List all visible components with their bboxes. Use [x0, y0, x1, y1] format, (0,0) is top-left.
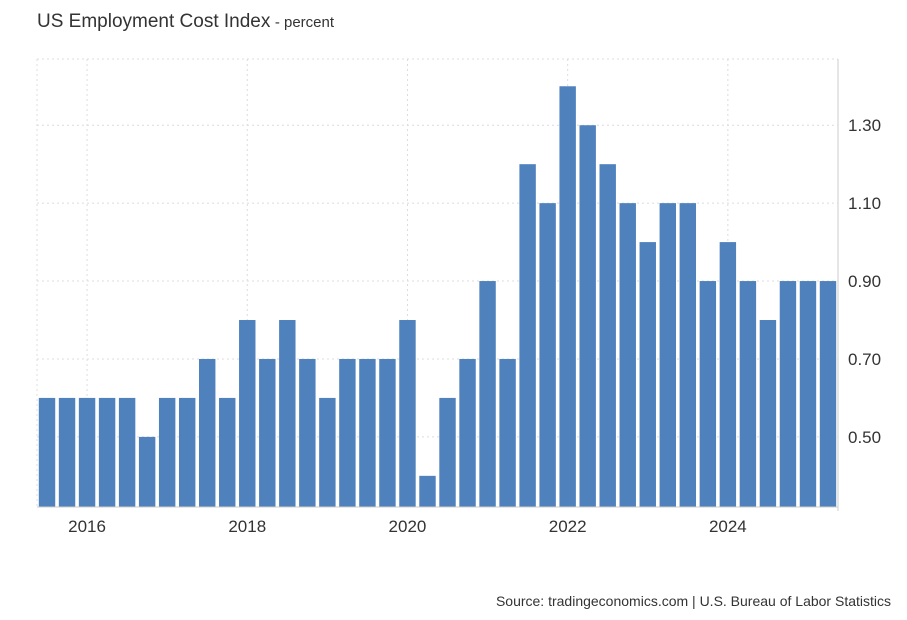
bar-2019Q4 — [379, 358, 396, 507]
bar-2021Q4 — [539, 203, 556, 507]
bar-2022Q1 — [559, 86, 576, 507]
y-tick-label: 1.10 — [848, 194, 881, 213]
bar-2017Q4 — [219, 397, 236, 507]
y-tick-label: 1.30 — [848, 116, 881, 135]
bar-2018Q2 — [259, 358, 276, 507]
chart-title: US Employment Cost Index - percent — [37, 11, 334, 33]
bar-2019Q1 — [319, 397, 336, 507]
bar-2022Q2 — [579, 125, 596, 508]
x-tick-label: 2020 — [389, 517, 427, 536]
bar-2018Q3 — [279, 320, 296, 507]
bar-2023Q1 — [639, 242, 656, 508]
bar-2020Q3 — [439, 397, 456, 507]
bar-2024Q4 — [779, 281, 797, 507]
bar-2021Q3 — [519, 164, 536, 507]
bar-2020Q2 — [419, 475, 436, 507]
bar-2015Q4 — [58, 397, 76, 507]
bar-2018Q1 — [239, 320, 256, 507]
chart-title-unit: - percent — [274, 14, 335, 31]
x-tick-label: 2018 — [228, 517, 266, 536]
bar-2023Q3 — [679, 203, 697, 507]
bar-2017Q2 — [178, 397, 196, 507]
bar-2018Q4 — [299, 358, 316, 507]
x-tick-label: 2016 — [68, 517, 106, 536]
bar-2024Q1 — [719, 242, 737, 508]
chart-title-main: US Employment Cost Index — [37, 11, 271, 32]
bar-2024Q2 — [739, 281, 757, 507]
bar-2019Q3 — [359, 358, 376, 507]
bar-2016Q3 — [118, 397, 136, 507]
bar-2022Q3 — [599, 164, 616, 507]
y-tick-label: 0.90 — [848, 272, 881, 291]
bar-2016Q4 — [138, 436, 156, 507]
bar-2017Q3 — [199, 358, 216, 507]
x-tick-label: 2022 — [549, 517, 587, 536]
bar-2017Q1 — [158, 397, 176, 507]
bar-2020Q4 — [459, 358, 476, 507]
y-tick-label: 0.50 — [848, 428, 881, 447]
x-tick-label: 2024 — [709, 517, 747, 536]
bar-2025Q2 — [819, 281, 837, 507]
bar-2021Q1 — [479, 281, 496, 507]
bar-2024Q3 — [759, 320, 777, 507]
bar-2016Q2 — [98, 397, 116, 507]
bar-2015Q3 — [38, 397, 56, 507]
y-tick-label: 0.70 — [848, 350, 881, 369]
bar-2022Q4 — [619, 203, 636, 507]
bar-2020Q1 — [399, 320, 416, 507]
source-note: Source: tradingeconomics.com | U.S. Bure… — [495, 593, 891, 609]
bar-2021Q2 — [499, 358, 516, 507]
bar-2019Q2 — [339, 358, 356, 507]
bar-2016Q1 — [78, 397, 96, 507]
bar-2023Q4 — [699, 281, 717, 507]
bar-2023Q2 — [659, 203, 676, 507]
bar-2025Q1 — [799, 281, 817, 507]
